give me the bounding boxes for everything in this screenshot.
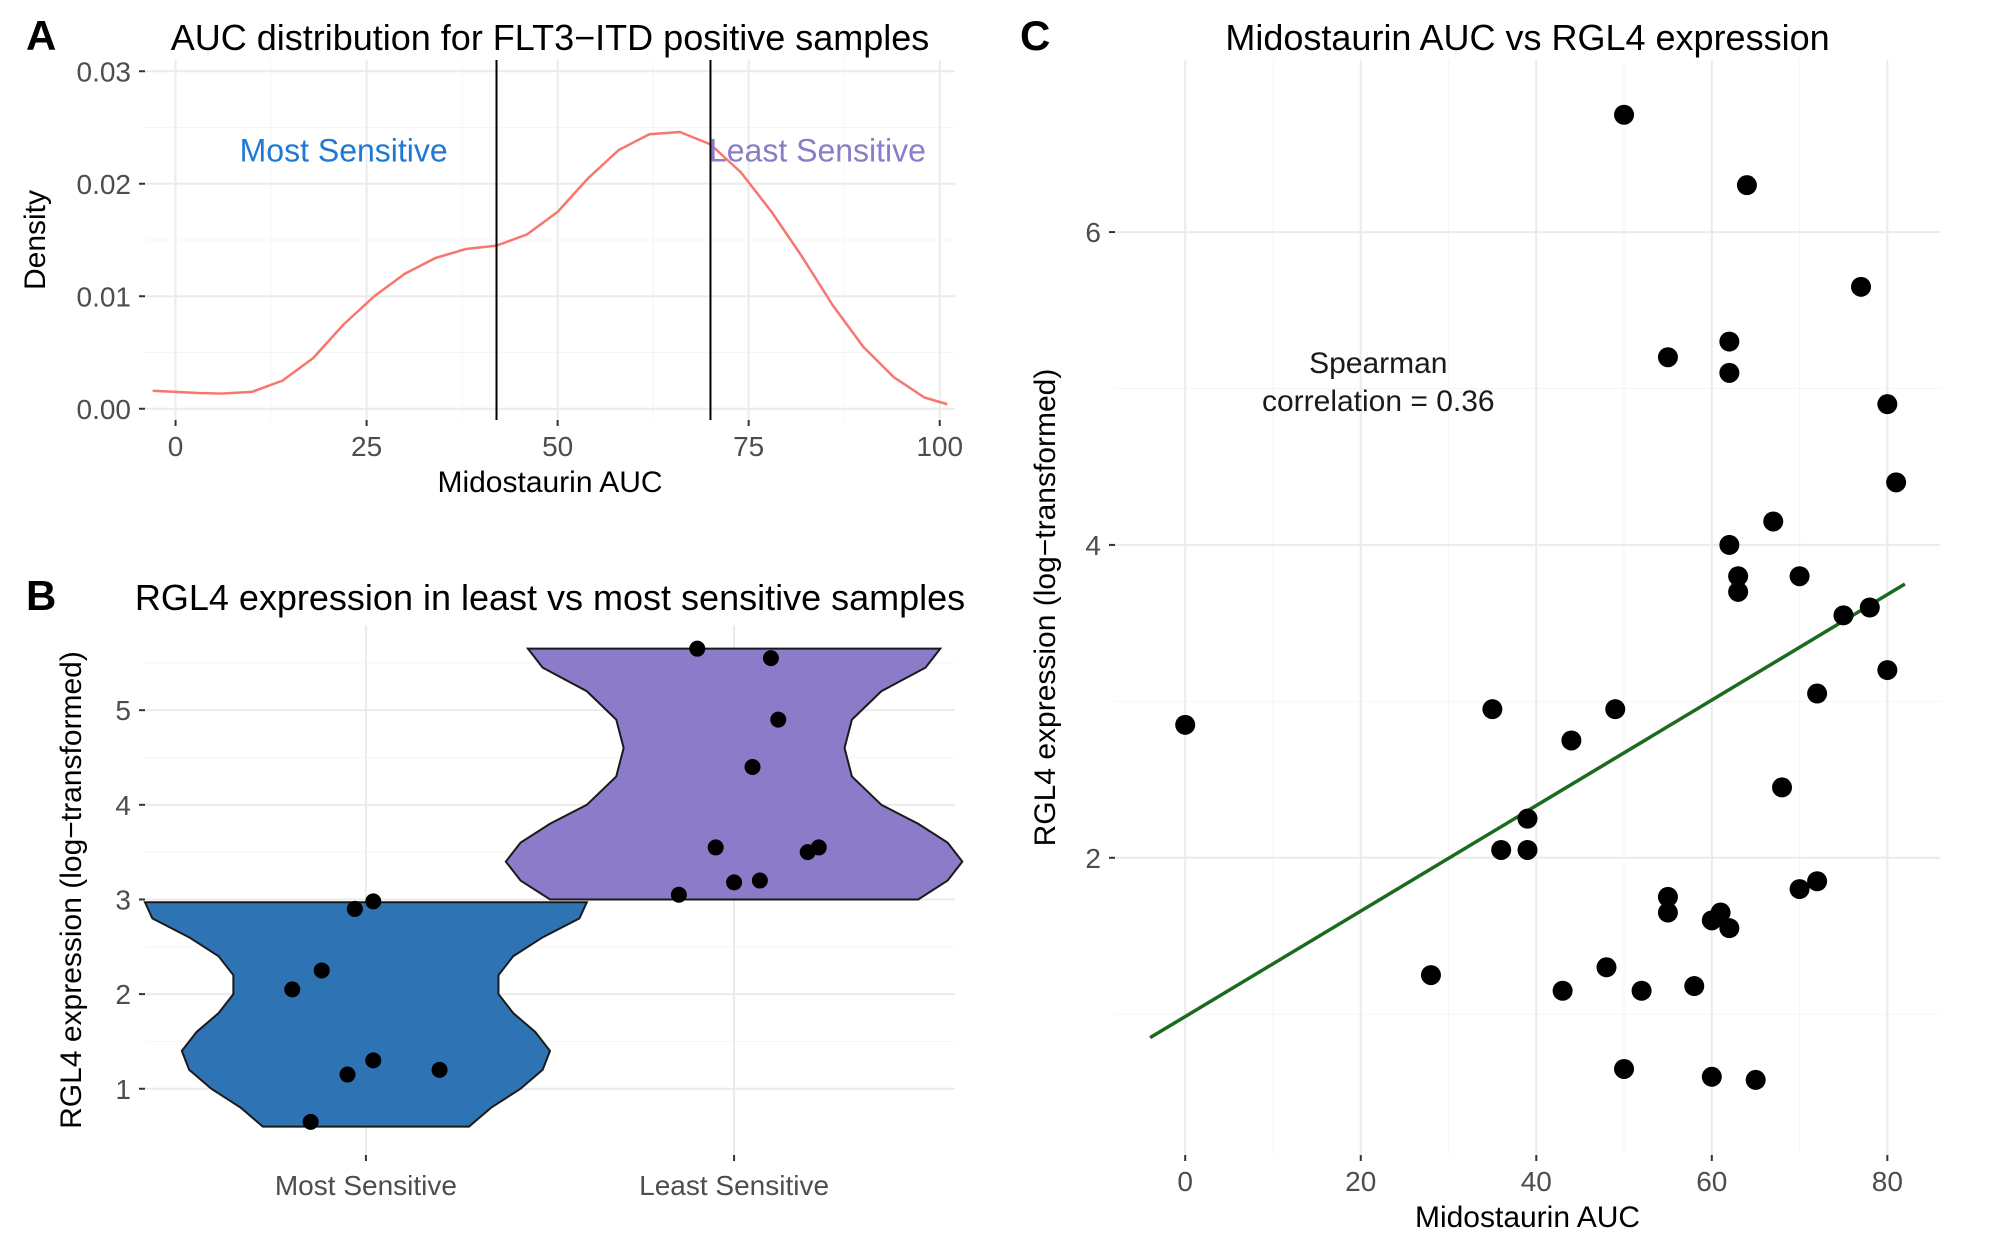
svg-text:2: 2 bbox=[1085, 843, 1101, 874]
svg-text:3: 3 bbox=[115, 884, 131, 915]
svg-text:RGL4 expression (log−transform: RGL4 expression (log−transformed) bbox=[1029, 369, 1062, 847]
figure-svg: A AUC distribution for FLT3−ITD positive … bbox=[0, 0, 2000, 1252]
svg-text:0.02: 0.02 bbox=[77, 169, 132, 200]
svg-text:0: 0 bbox=[1177, 1166, 1193, 1197]
svg-text:4: 4 bbox=[1085, 530, 1101, 561]
svg-text:1: 1 bbox=[115, 1074, 131, 1105]
svg-text:0.00: 0.00 bbox=[77, 394, 132, 425]
svg-text:2: 2 bbox=[115, 979, 131, 1010]
svg-text:25: 25 bbox=[351, 431, 382, 462]
svg-text:0.03: 0.03 bbox=[77, 56, 132, 87]
svg-text:Midostaurin AUC vs RGL4 expres: Midostaurin AUC vs RGL4 expression bbox=[1225, 17, 1829, 58]
svg-text:correlation = 0.36: correlation = 0.36 bbox=[1262, 385, 1495, 418]
svg-text:Least Sensitive: Least Sensitive bbox=[709, 132, 926, 168]
svg-text:Density: Density bbox=[19, 190, 52, 290]
svg-text:0: 0 bbox=[168, 431, 184, 462]
svg-text:Least Sensitive: Least Sensitive bbox=[639, 1170, 829, 1201]
svg-text:Most Sensitive: Most Sensitive bbox=[240, 132, 448, 168]
svg-text:Midostaurin AUC: Midostaurin AUC bbox=[1415, 1201, 1640, 1234]
svg-text:60: 60 bbox=[1696, 1166, 1727, 1197]
svg-text:4: 4 bbox=[115, 790, 131, 821]
svg-text:AUC distribution for FLT3−ITD: AUC distribution for FLT3−ITD positive s… bbox=[171, 17, 930, 58]
svg-text:6: 6 bbox=[1085, 217, 1101, 248]
svg-text:40: 40 bbox=[1521, 1166, 1552, 1197]
svg-text:100: 100 bbox=[916, 431, 963, 462]
svg-text:RGL4 expression in least vs mo: RGL4 expression in least vs most sensiti… bbox=[135, 577, 965, 618]
svg-text:RGL4 expression (log−transform: RGL4 expression (log−transformed) bbox=[55, 651, 88, 1129]
figure-root: A AUC distribution for FLT3−ITD positive … bbox=[0, 0, 2000, 1252]
svg-text:Midostaurin AUC: Midostaurin AUC bbox=[437, 466, 662, 499]
svg-text:Spearman: Spearman bbox=[1309, 347, 1447, 380]
svg-text:Most Sensitive: Most Sensitive bbox=[275, 1170, 457, 1201]
svg-text:0.01: 0.01 bbox=[77, 281, 132, 312]
svg-text:B: B bbox=[26, 572, 56, 619]
svg-text:50: 50 bbox=[542, 431, 573, 462]
svg-text:80: 80 bbox=[1872, 1166, 1903, 1197]
svg-text:5: 5 bbox=[115, 695, 131, 726]
svg-text:75: 75 bbox=[733, 431, 764, 462]
svg-text:20: 20 bbox=[1345, 1166, 1376, 1197]
svg-text:C: C bbox=[1020, 12, 1050, 59]
svg-text:A: A bbox=[26, 12, 56, 59]
